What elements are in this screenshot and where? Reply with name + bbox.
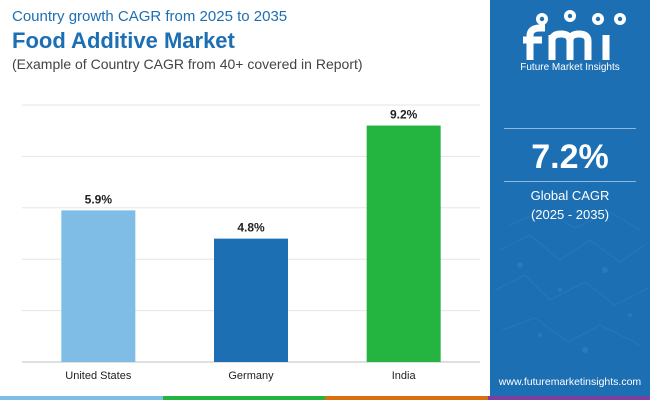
global-cagr-title: Global CAGR xyxy=(530,188,610,203)
side-panel: Future Market Insights 7.2% Global CAGR … xyxy=(490,0,650,400)
bar-india xyxy=(366,125,441,362)
bar-united-states xyxy=(61,210,136,362)
chart-title: Food Additive Market xyxy=(12,28,235,53)
bar-germany xyxy=(214,238,288,362)
divider-bottom xyxy=(504,181,636,182)
chart-header: Country growth CAGR from 2025 to 2035 Fo… xyxy=(12,8,482,73)
footer-segment-4 xyxy=(487,396,650,400)
divider-top xyxy=(504,128,636,129)
data-label: 9.2% xyxy=(390,108,418,122)
website-link[interactable]: www.futuremarketinsights.com xyxy=(498,376,642,388)
fmi-logo-icon xyxy=(523,10,626,60)
bar-chart: 5.9% United States 4.8% Germany 9.2% India xyxy=(22,104,480,382)
footer-segment-2 xyxy=(162,396,325,400)
footer-color-bar xyxy=(0,396,650,400)
global-cagr-label: Global CAGR (2025 - 2035) xyxy=(490,186,650,224)
chart-subtitle: Country growth CAGR from 2025 to 2035 xyxy=(12,8,288,25)
global-cagr-period: (2025 - 2035) xyxy=(530,207,610,222)
logo-caption: Future Market Insights xyxy=(520,62,620,73)
background-pattern xyxy=(494,209,649,353)
x-tick-label: Germany xyxy=(228,370,274,382)
data-label: 4.8% xyxy=(237,221,265,235)
footer-segment-3 xyxy=(325,396,488,400)
x-tick-label: India xyxy=(392,370,417,382)
chart-note: (Example of Country CAGR from 40+ covere… xyxy=(12,56,363,72)
global-cagr-value: 7.2% xyxy=(531,138,609,176)
data-label: 5.9% xyxy=(85,192,113,206)
x-tick-label: United States xyxy=(65,370,132,382)
footer-segment-1 xyxy=(0,396,163,400)
